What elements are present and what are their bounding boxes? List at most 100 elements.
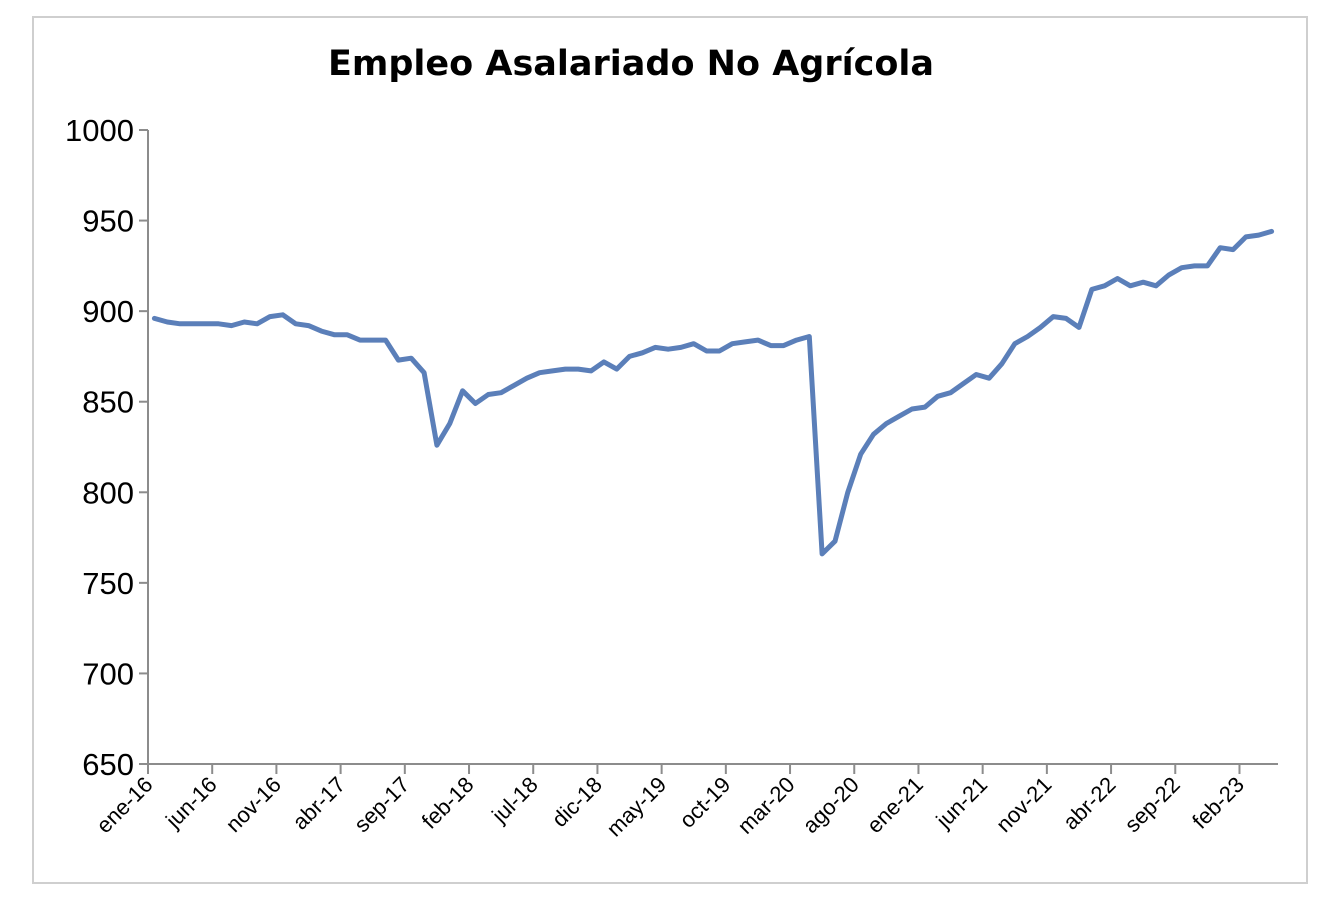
data-point [755,338,760,343]
y-tick-label: 900 [82,294,134,329]
data-point [576,367,581,372]
data-point [961,381,966,386]
data-point [332,332,337,337]
data-point [255,321,260,326]
data-point [999,361,1004,366]
x-tick-label: nov-16 [221,772,286,837]
data-point [1038,325,1043,330]
data-point [807,334,812,339]
data-point [357,338,362,343]
data-point [293,321,298,326]
data-point [884,421,889,426]
data-point [987,376,992,381]
data-point [1205,263,1210,268]
data-point [871,432,876,437]
data-point [666,347,671,352]
x-tick-label: sep-17 [349,772,414,837]
data-point [948,390,953,395]
data-point [1128,283,1133,288]
data-point [216,321,221,326]
data-point [858,452,863,457]
data-point [242,320,247,325]
data-point [1012,341,1017,346]
data-point [897,414,902,419]
chart-frame: Empleo Asalariado No Agrícola 650 700 750 8… [32,16,1308,884]
data-point [910,407,915,412]
data-point [717,349,722,354]
data-point [1089,287,1094,292]
x-tick-label: oct-19 [674,772,735,833]
x-tick-label: mar-20 [733,772,800,839]
data-point [601,359,606,364]
data-point [1077,325,1082,330]
data-point [1243,234,1248,239]
data-point [781,343,786,348]
data-point [1141,280,1146,285]
data-point [614,367,619,372]
data-point [383,338,388,343]
y-tick-label: 800 [82,475,134,510]
data-point [1154,283,1159,288]
data-point [370,338,375,343]
x-tick-label: jun-16 [160,772,222,834]
x-tick-label: ago-20 [798,772,864,838]
data-point [794,338,799,343]
y-tick-label: 850 [82,385,134,420]
data-point [678,345,683,350]
data-point [1269,229,1274,234]
data-point [627,354,632,359]
data-point [691,341,696,346]
data-point [653,345,658,350]
data-series [151,228,1275,557]
data-point [974,372,979,377]
y-axis: 650 700 750 800 850 900 950 1000 [65,113,149,782]
data-point [280,312,285,317]
data-point [524,376,529,381]
data-point [422,370,427,375]
data-point [1192,263,1197,268]
data-point [499,390,504,395]
data-point [1231,247,1236,252]
data-point [447,421,452,426]
data-point [229,323,234,328]
data-point [922,405,927,410]
data-point [512,383,517,388]
y-tick-label: 750 [82,566,134,601]
series-line [151,228,1275,557]
chart-title: Empleo Asalariado No Agrícola [328,44,934,84]
data-point [550,368,555,373]
x-tick-label: feb-23 [1187,772,1249,834]
data-point [1166,272,1171,277]
data-point [537,370,542,375]
data-point [178,321,183,326]
y-tick-label: 650 [82,747,134,782]
data-point [1115,276,1120,281]
y-tick-label: 1000 [65,113,134,148]
data-point [1102,283,1107,288]
data-point [460,388,465,393]
data-point [589,368,594,373]
data-point [820,551,825,556]
data-point [845,490,850,495]
data-point [704,349,709,354]
x-tick-label: jun-21 [931,772,993,834]
x-tick-label: may-19 [602,772,672,842]
data-point [165,320,170,325]
data-point [743,339,748,344]
data-point [1025,334,1030,339]
data-point [1256,233,1261,238]
data-point [190,321,195,326]
data-point [730,341,735,346]
x-tick-label: abr-22 [1058,772,1121,835]
line-chart: Empleo Asalariado No Agrícola 650 700 750 8… [65,44,1278,842]
data-point [473,401,478,406]
data-point [833,539,838,544]
data-point [152,316,157,321]
data-point [768,343,773,348]
data-point [1179,265,1184,270]
data-point [1051,314,1056,319]
data-point [409,356,414,361]
x-tick-label: abr-17 [288,772,351,835]
data-point [935,394,940,399]
